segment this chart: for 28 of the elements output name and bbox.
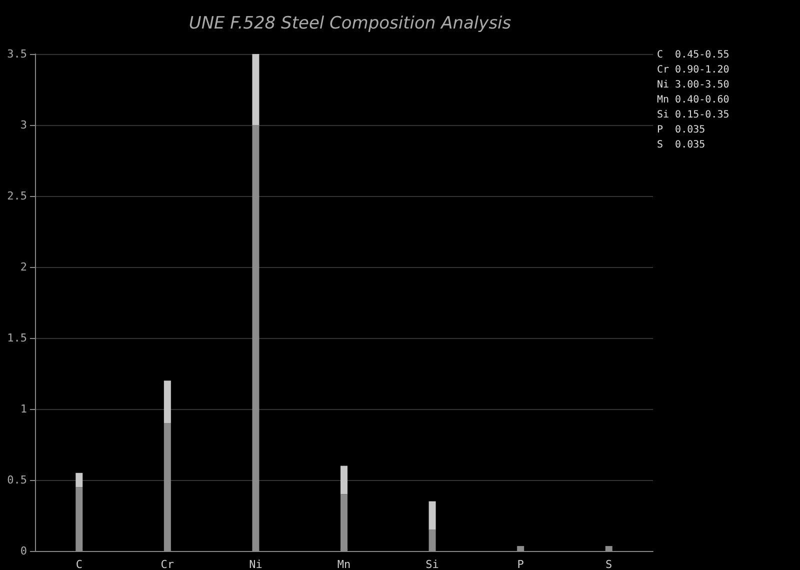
y-tick-label: 3.5 [7, 48, 27, 60]
text: C 0.45-0.55 [657, 50, 730, 60]
y-tick-label: 2 [20, 260, 27, 274]
x-tick-label: Ni [249, 558, 262, 570]
x-tick-label: Cr [160, 558, 174, 570]
text: Ni 3.00-3.50 [657, 80, 730, 90]
bar [76, 472, 83, 488]
x-tick-label: C [76, 558, 82, 570]
y-tick-label: 3 [20, 118, 27, 132]
x-tick-label: Si [426, 558, 439, 570]
bar [340, 466, 348, 494]
y-tick-label: 1.5 [7, 332, 27, 344]
text: S 0.035 [657, 140, 706, 150]
y-tick-label: 0 [20, 544, 27, 558]
y-tick-label: 0.5 [7, 474, 27, 486]
bar [252, 54, 260, 125]
y-tick-label: 2.5 [7, 190, 27, 202]
text: Si 0.15-0.35 [657, 110, 730, 120]
bar [428, 501, 436, 530]
text: Cr 0.90-1.20 [657, 64, 730, 76]
y-tick-label: 1 [20, 402, 27, 416]
x-tick-label: Mn [337, 558, 351, 570]
text: Mn 0.40-0.60 [657, 94, 730, 106]
x-tick-label: P [517, 558, 524, 570]
bar [164, 380, 171, 424]
x-tick-label: S [606, 558, 612, 570]
text: P 0.035 [657, 124, 706, 136]
chart-title: UNE F.528 Steel Composition Analysis [188, 14, 512, 34]
